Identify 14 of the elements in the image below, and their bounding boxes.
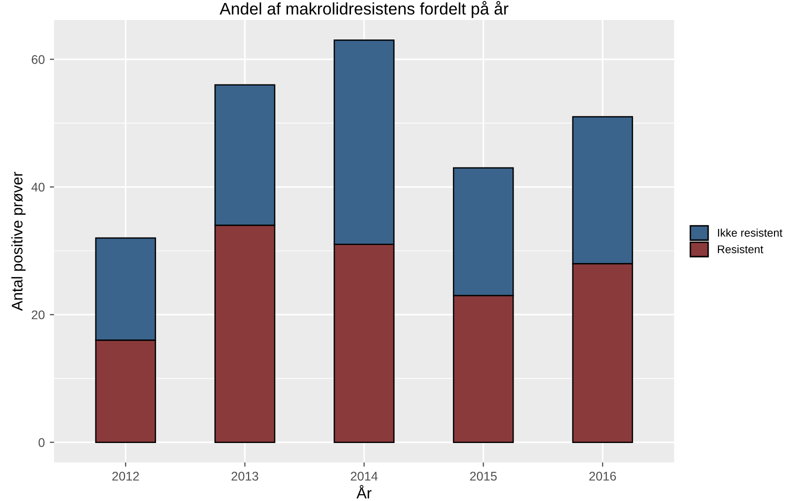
x-tick-label: 2014 <box>350 472 378 481</box>
y-tick-label: 0 <box>38 438 45 447</box>
y-axis-title: Antal positive prøver <box>11 172 26 311</box>
y-tick-label: 60 <box>32 55 45 64</box>
legend-label: Resistent <box>718 245 764 254</box>
y-tick-label: 40 <box>31 182 45 192</box>
chart-title: Andel af makrolidresistens fordelt på år <box>220 1 508 18</box>
y-tick-label: 20 <box>32 310 45 320</box>
x-tick-label: 2012 <box>112 472 139 481</box>
legend-label: Ikke resistent <box>718 228 782 237</box>
x-tick-label: 2016 <box>589 472 616 481</box>
x-tick-label: 2015 <box>470 472 497 481</box>
x-tick-label: 2013 <box>232 472 258 481</box>
x-axis-title: År <box>356 484 372 498</box>
